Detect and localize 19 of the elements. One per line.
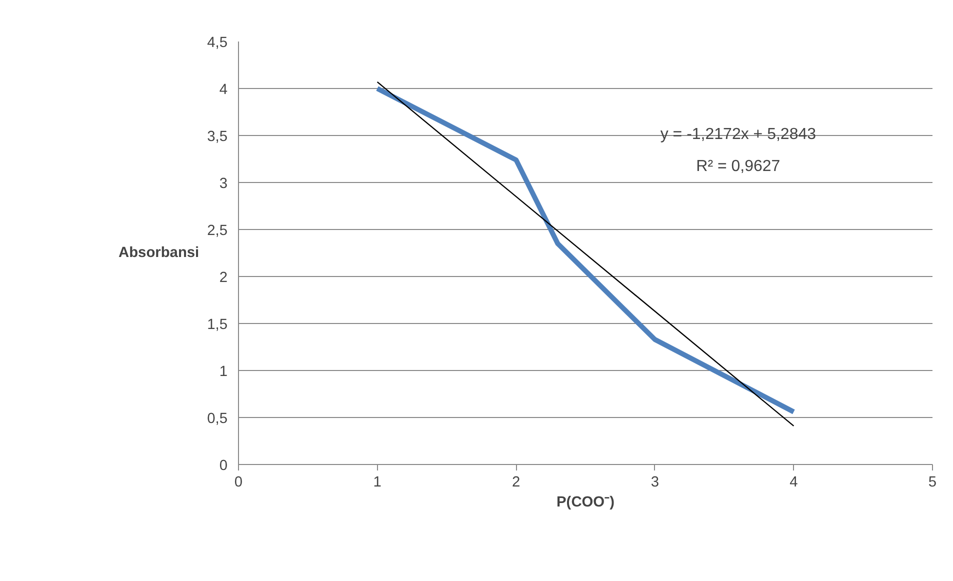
y-tick-label: 0 (219, 458, 228, 474)
x-tick-label: 0 (234, 474, 243, 490)
y-tick-label: 2 (219, 270, 228, 286)
y-tick-label: 4 (219, 82, 228, 98)
x-tick-label: 3 (650, 474, 659, 490)
y-tick-label: 0,5 (207, 411, 228, 427)
x-tick-label: 5 (928, 474, 937, 490)
y-tick-label: 1 (219, 364, 228, 380)
x-tick-label: 4 (790, 474, 798, 490)
y-tick-label: 2,5 (207, 223, 228, 239)
annotation: R² = 0,9627 (696, 158, 780, 175)
y-axis-title: Absorbansi (118, 245, 200, 261)
y-tick-label: 3,5 (207, 129, 228, 145)
x-tick-label: 1 (373, 474, 382, 490)
y-tick-label: 4,5 (207, 35, 228, 51)
y-tick-label: 1,5 (207, 317, 228, 333)
y-tick-label: 3 (219, 176, 228, 192)
x-axis-title: P(COO⁻) (556, 494, 615, 510)
x-tick-label: 2 (512, 474, 520, 490)
